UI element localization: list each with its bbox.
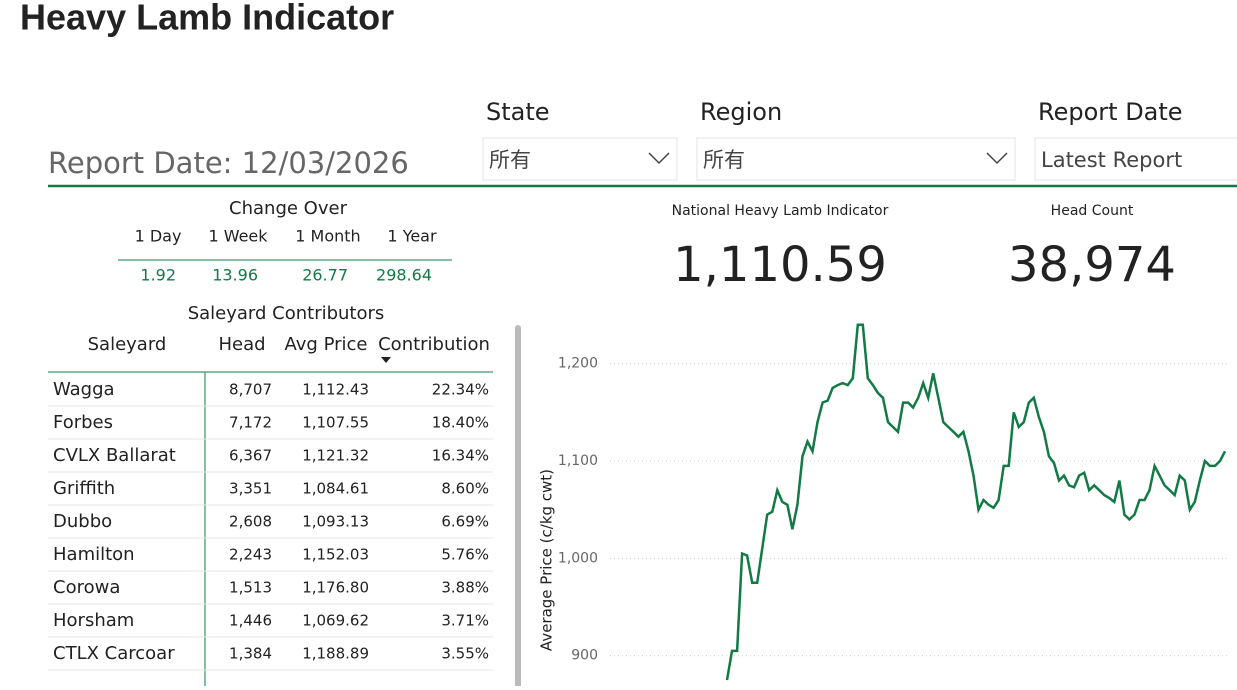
y-tick-label: 1,000 (558, 550, 598, 566)
table-cell: 1,084.61 (302, 480, 369, 498)
price-line (725, 323, 1227, 681)
table-cell: 1,384 (229, 645, 272, 663)
table-cell: 1,069.62 (302, 612, 369, 630)
table-cell: 6,367 (229, 447, 272, 465)
table-cell: 1,107.55 (302, 414, 369, 432)
change-value: 13.96 (212, 266, 258, 285)
dropdown[interactable] (482, 137, 678, 181)
table-cell: 5.76% (441, 546, 489, 564)
dropdown-value: 所有 (703, 148, 745, 172)
change-value: 26.77 (302, 266, 348, 285)
column-header[interactable]: Saleyard (88, 334, 167, 355)
kpi-value: 38,974 (1008, 237, 1176, 293)
change-value: 298.64 (376, 266, 432, 285)
kpi-label: National Heavy Lamb Indicator (672, 203, 889, 219)
table-cell: 7,172 (229, 414, 272, 432)
axis-title: Average Price (c/kg cwt) (538, 469, 556, 651)
table-cell: 2,243 (229, 546, 272, 564)
table-cell: 3.55% (441, 645, 489, 663)
table-cell: Dubbo (53, 511, 112, 532)
y-tick-label: 1,200 (558, 356, 598, 372)
dropdown-value: 所有 (489, 148, 531, 172)
section-title: Change Over (229, 198, 348, 219)
table-cell: 1,176.80 (302, 579, 369, 597)
table-cell: 1,446 (229, 612, 272, 630)
period-label: 1 Month (295, 227, 360, 246)
table-cell: 22.34% (432, 381, 489, 399)
table-cell: 3.71% (441, 612, 489, 630)
table-cell: Griffith (53, 478, 115, 499)
dropdown[interactable] (696, 137, 1016, 181)
period-label: 1 Year (387, 227, 437, 246)
filter-label: Region (700, 98, 782, 126)
table-cell: 1,112.43 (302, 381, 369, 399)
column-header[interactable]: Avg Price (285, 334, 368, 355)
table-cell: 1,121.32 (302, 447, 369, 465)
table-cell: Wagga (53, 379, 115, 400)
table-cell: 3.88% (441, 579, 489, 597)
table-cell: 6.69% (441, 513, 489, 531)
table-cell: 8,707 (229, 381, 272, 399)
change-value: 1.92 (140, 266, 176, 285)
table-cell: 1,513 (229, 579, 272, 597)
chevron (986, 152, 1008, 165)
table-cell: CVLX Ballarat (53, 445, 176, 466)
table-cell: Corowa (53, 577, 120, 598)
page-title: Heavy Lamb Indicator (20, 0, 394, 38)
table-cell: 1,188.89 (302, 645, 369, 663)
table-cell: 18.40% (432, 414, 489, 432)
table-cell: Horsham (53, 610, 134, 631)
table-cell: 1,093.13 (302, 513, 369, 531)
column-header[interactable]: Contribution (378, 334, 490, 355)
period-label: 1 Week (208, 227, 268, 246)
chevron (648, 152, 670, 165)
table-cell: Hamilton (53, 544, 135, 565)
sort-arrow (381, 357, 391, 363)
column-header[interactable]: Head (218, 334, 265, 355)
table-cell: 16.34% (432, 447, 489, 465)
table-cell: 3,351 (229, 480, 272, 498)
dropdown-value: Latest Report (1041, 148, 1182, 172)
kpi-value: 1,110.59 (673, 237, 887, 293)
kpi-label: Head Count (1051, 203, 1134, 219)
section-title: Saleyard Contributors (188, 303, 385, 324)
period-label: 1 Day (135, 227, 182, 246)
table-cell: CTLX Carcoar (53, 643, 175, 664)
filter-label: State (486, 98, 550, 126)
table-cell: Forbes (53, 412, 113, 433)
report-date: Report Date: 12/03/2026 (48, 146, 409, 180)
y-tick-label: 1,100 (558, 453, 598, 469)
dropdown[interactable] (1034, 137, 1237, 181)
filter-label: Report Date (1038, 98, 1183, 126)
table-cell: 2,608 (229, 513, 272, 531)
y-tick-label: 900 (571, 648, 598, 664)
table-cell: 8.60% (441, 480, 489, 498)
table-cell: 1,152.03 (302, 546, 369, 564)
